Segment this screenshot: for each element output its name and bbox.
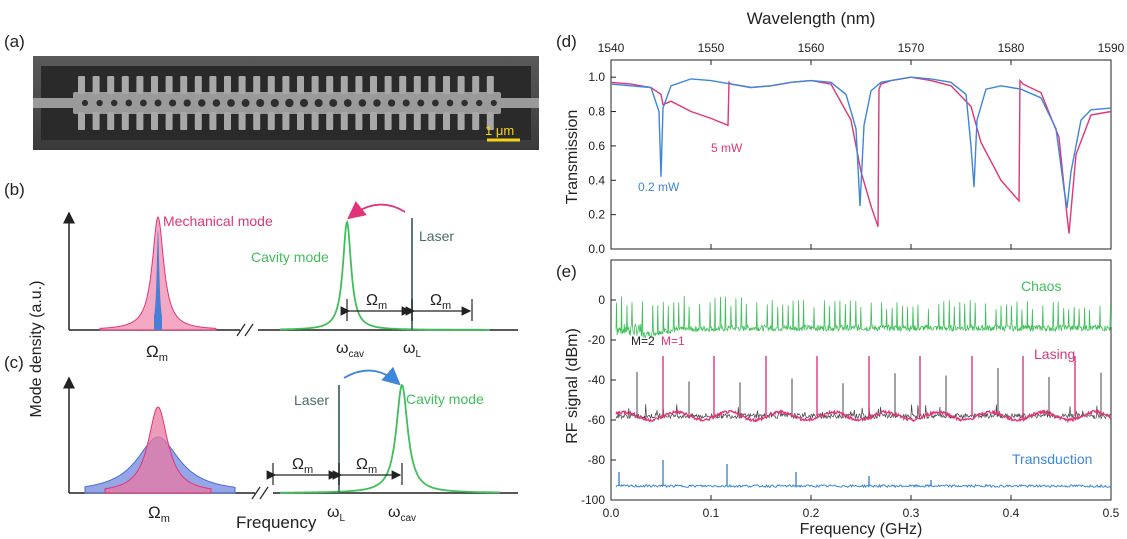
schematic-ylabel: Mode density (a.u.) xyxy=(28,280,45,418)
panel-label-c: (c) xyxy=(4,353,24,372)
d-ylabel: Transmission xyxy=(564,109,581,205)
e-label-chaos: Chaos xyxy=(1021,278,1061,294)
d-xtick-label: 1540 xyxy=(598,41,625,55)
scalebar-label: 1 μm xyxy=(485,123,514,138)
c-omega-m-tick: Ωm xyxy=(148,503,170,525)
c-laser-label: Laser xyxy=(294,392,329,408)
b-laser-label: Laser xyxy=(419,228,454,244)
c-cavity-mode-label: Cavity mode xyxy=(406,391,484,407)
e-label-lasing: Lasing xyxy=(1034,346,1075,362)
b-scatter-arrow xyxy=(347,201,406,220)
b-omega-cav-tick: ωcav xyxy=(336,340,364,360)
b-mechanical-mode-core xyxy=(154,230,162,330)
schematic-panels: Mechanical mode Cavity mode Laser Ωm Ωm … xyxy=(63,201,518,525)
e-xtick-label: 0.0 xyxy=(603,506,620,520)
e-xtick-label: 0.4 xyxy=(1003,506,1020,520)
e-xtick-label: 0.3 xyxy=(903,506,920,520)
c-cavity-mode-curve xyxy=(280,384,501,494)
rf-chart: -100 -80 -60 -40 -20 0 0.0 0.1 0.2 0.3 0.4 0.5 Cha… xyxy=(581,259,1120,538)
d-xtick-label: 1580 xyxy=(998,41,1025,55)
e-label-transduction: Transduction xyxy=(1012,451,1092,467)
panel-label-a: (a) xyxy=(4,32,25,51)
c-scatter-arrow xyxy=(343,366,401,386)
d-xtick-label: 1560 xyxy=(798,41,825,55)
e-xtick-label: 0.1 xyxy=(703,506,720,520)
e-ytick-label: -80 xyxy=(588,453,606,467)
b-mechanical-mode-label: Mechanical mode xyxy=(163,213,273,229)
e-series-m1-floor xyxy=(615,408,1112,424)
panel-label-e: (e) xyxy=(556,262,577,281)
d-xtick-label: 1570 xyxy=(898,41,925,55)
d-series-0.2mW xyxy=(610,76,1112,208)
e-xtick-label: 0.5 xyxy=(1103,506,1120,520)
e-ytick-label: -40 xyxy=(588,373,606,387)
e-ylabel: RF signal (dBm) xyxy=(564,328,581,444)
e-label-m2: M=2 xyxy=(631,334,655,348)
e-label-m1: M=1 xyxy=(661,334,685,348)
e-ytick-label: -100 xyxy=(581,493,605,507)
d-plot-frame xyxy=(610,59,1112,250)
panel-label-b: (b) xyxy=(4,180,25,199)
e-ytick-label: -20 xyxy=(588,333,606,347)
panel-label-d: (d) xyxy=(556,32,577,51)
c-omega-cav-tick: ωcav xyxy=(388,504,416,524)
d-ytick-label: 0.8 xyxy=(588,105,605,119)
c-mechanical-mode-peak xyxy=(104,406,212,494)
d-ytick-label: 1.0 xyxy=(588,70,605,84)
e-ytick-label: 0 xyxy=(598,293,605,307)
b-omega-m-2: Ωm xyxy=(430,292,451,312)
sem-photonic-crystal xyxy=(78,76,494,130)
d-annotation-0.2mw: 0.2 mW xyxy=(638,180,680,194)
b-cavity-mode-curve xyxy=(280,220,490,331)
transmission-chart: Wavelength (nm) 1540 1550 1560 1570 1580 1590… xyxy=(588,9,1125,256)
d-ytick-label: 0.4 xyxy=(588,173,605,187)
d-annotation-5mw: 5 mW xyxy=(711,141,743,155)
e-xlabel: Frequency (GHz) xyxy=(800,521,923,538)
e-xtick-label: 0.2 xyxy=(803,506,820,520)
c-omega-m-1: Ωm xyxy=(292,456,313,476)
b-cavity-mode-label: Cavity mode xyxy=(251,249,329,265)
e-series-chaos xyxy=(615,295,1112,339)
d-series-5mW xyxy=(610,76,1112,234)
d-ytick-label: 0.2 xyxy=(588,208,605,222)
e-ytick-label: -60 xyxy=(588,413,606,427)
b-omega-l-tick: ωL xyxy=(403,340,422,360)
d-xlabel: Wavelength (nm) xyxy=(747,9,876,28)
c-omega-l-tick: ωL xyxy=(327,504,346,524)
c-omega-m-2: Ωm xyxy=(356,456,377,476)
d-xtick-label: 1590 xyxy=(1098,41,1125,55)
d-xtick-label: 1550 xyxy=(698,41,725,55)
d-ytick-label: 0.0 xyxy=(588,242,605,256)
d-ytick-label: 0.6 xyxy=(588,139,605,153)
b-omega-m-tick: Ωm xyxy=(146,342,168,364)
sem-image: 1 μm xyxy=(33,56,539,150)
e-series-transduction xyxy=(615,483,1112,489)
schematic-xlabel: Frequency xyxy=(236,513,317,532)
b-omega-m-1: Ωm xyxy=(366,292,387,312)
